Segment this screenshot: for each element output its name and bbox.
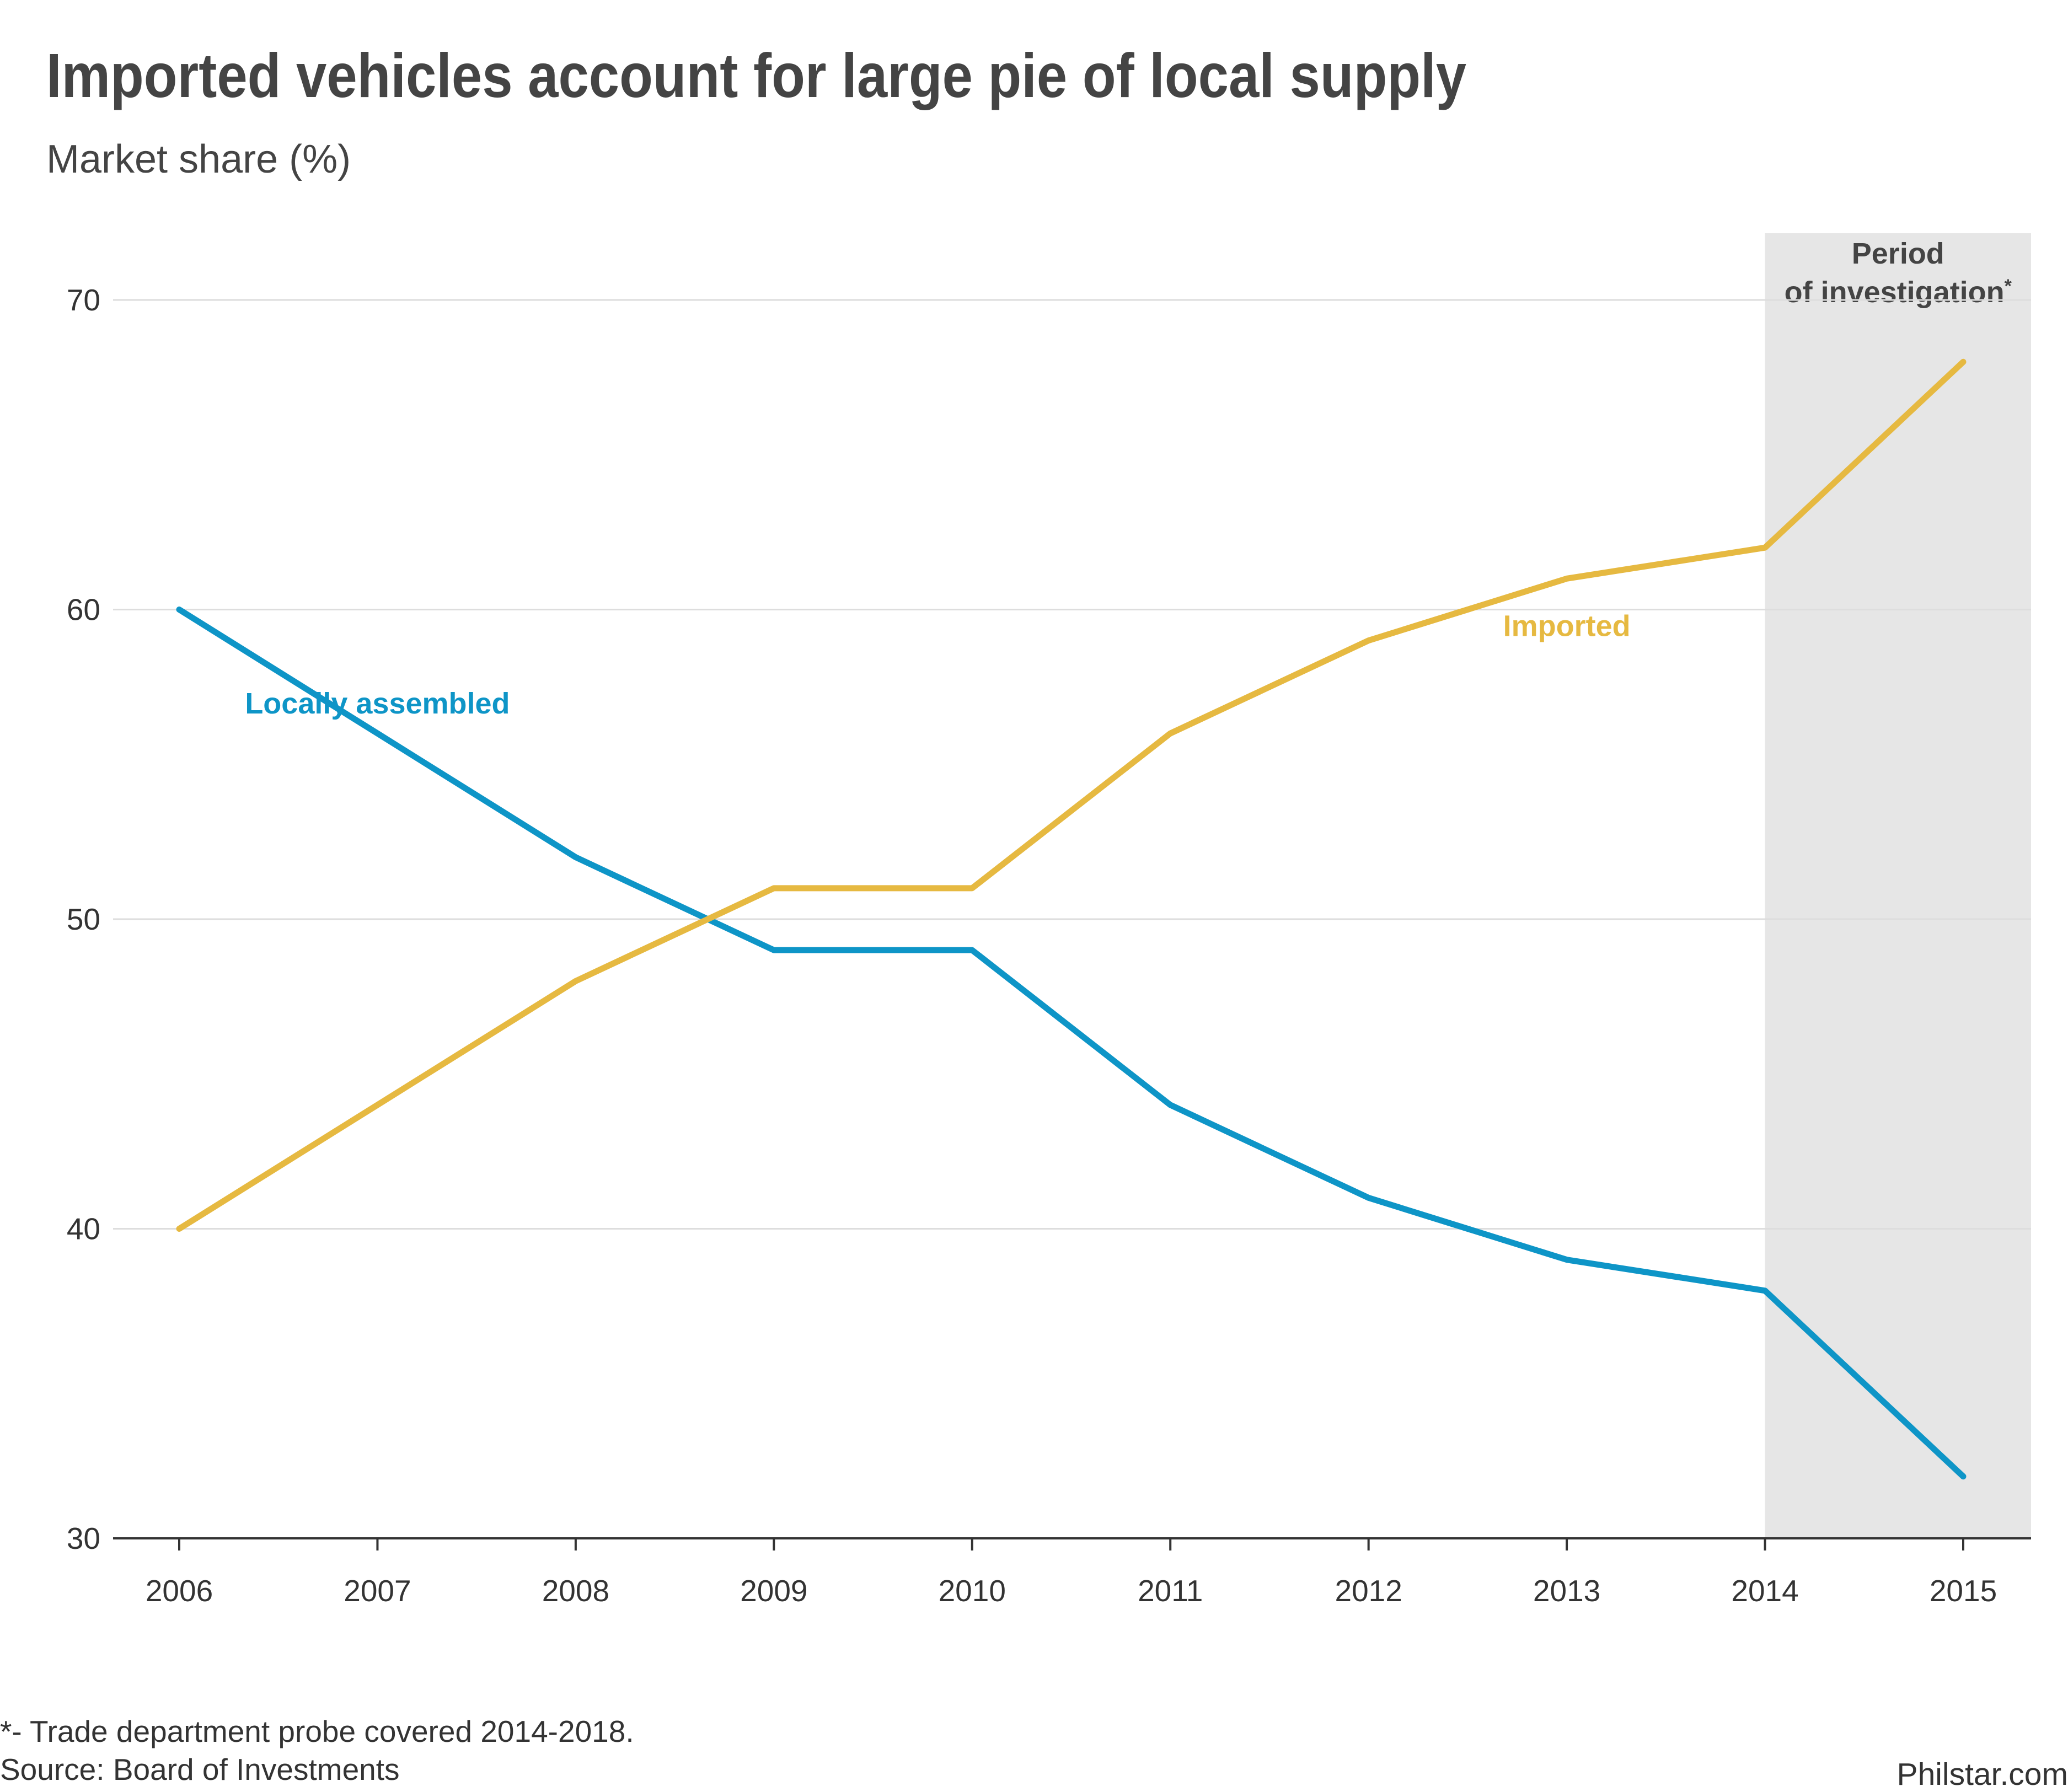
x-tick-label: 2007 (344, 1574, 411, 1608)
x-tick-label: 2011 (1138, 1574, 1203, 1608)
x-tick-label: 2010 (939, 1574, 1006, 1608)
y-tick-label: 30 (67, 1521, 100, 1555)
x-tick-label: 2014 (1731, 1574, 1798, 1608)
chart-subtitle: Market share (%) (46, 137, 351, 181)
chart-title: Imported vehicles account for large pie … (46, 41, 1467, 110)
x-tick-label: 2012 (1335, 1574, 1402, 1608)
series-lines (176, 358, 1967, 1480)
y-tick-label: 70 (67, 283, 100, 317)
y-tick-label: 40 (67, 1212, 100, 1246)
investigation-band-label-line: Period (1852, 237, 1944, 270)
y-tick-label: 50 (67, 902, 100, 936)
investigation-band-label-line: of investigation* (1785, 276, 2012, 309)
investigation-band (1765, 233, 2031, 1538)
brand-logo-text: Philstar.com (1896, 1757, 2068, 1792)
series-line-imported (176, 358, 1967, 1232)
x-tick-label: 2013 (1533, 1574, 1600, 1608)
series-line-locally-assembled (176, 607, 1967, 1480)
x-tick-label: 2006 (146, 1574, 213, 1608)
series-label-locally-assembled: Locally assembled (245, 687, 510, 720)
series-label-imported: Imported (1503, 610, 1631, 643)
x-axis-ticks: 2006 2007 2008 2009 2010 2011 2012 2013 2014 2015 (146, 1538, 1997, 1608)
footnote: *- Trade department probe covered 2014-2… (0, 1714, 634, 1748)
grid-lines (113, 299, 2031, 1230)
footnote-marker: * (2005, 276, 2012, 297)
y-axis-ticks: 30 40 50 60 70 (67, 283, 100, 1555)
x-tick-label: 2008 (542, 1574, 609, 1608)
x-tick-label: 2015 (1930, 1574, 1997, 1608)
series-labels: Locally assembled Imported (245, 610, 1630, 720)
source-note: Source: Board of Investments (0, 1752, 400, 1786)
y-tick-label: 60 (67, 593, 100, 627)
x-tick-label: 2009 (740, 1574, 807, 1608)
investigation-band-group: Period of investigation* (1765, 233, 2031, 1538)
